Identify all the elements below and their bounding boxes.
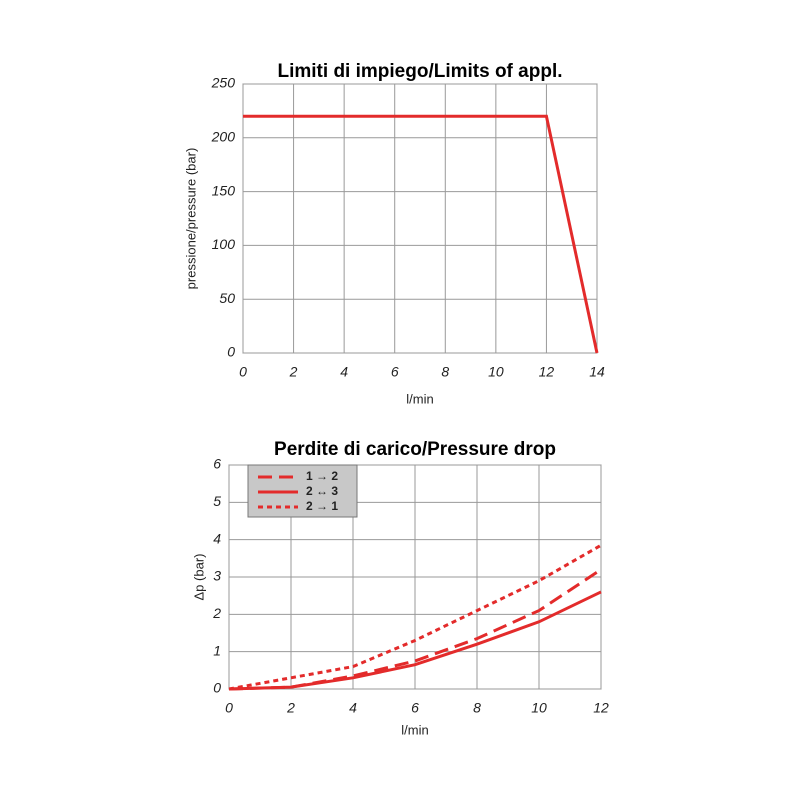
data-line: [228, 543, 602, 691]
x-tick-label: 6: [411, 700, 419, 716]
y-axis-label: pressione/pressure (bar): [183, 148, 198, 290]
data-line: [228, 590, 602, 691]
x-tick-label: 4: [340, 364, 348, 380]
chart-title: Limiti di impiego/Limits of appl.: [278, 61, 563, 82]
plot-area: [242, 83, 598, 354]
x-axis-label: l/min: [406, 391, 433, 406]
y-axis-label: Δp (bar): [191, 554, 206, 601]
y-tick-label: 4: [213, 530, 221, 546]
x-tick-label: 14: [589, 364, 605, 380]
legend-label: 2 ↔ 3: [306, 484, 338, 498]
legend: 1 → 22 ↔ 32 → 1: [247, 464, 358, 518]
y-tick-label: 6: [213, 456, 221, 472]
x-tick-label: 12: [593, 700, 609, 716]
x-tick-label: 10: [488, 364, 504, 380]
data-line: [228, 568, 602, 691]
y-tick-label: 250: [211, 75, 236, 91]
x-tick-label: 8: [441, 364, 449, 380]
x-tick-label: 12: [539, 364, 555, 380]
y-tick-label: 100: [212, 236, 236, 252]
y-tick-label: 0: [227, 344, 235, 360]
x-tick-label: 4: [349, 700, 357, 716]
y-tick-label: 1: [213, 642, 221, 658]
y-tick-label: 5: [213, 493, 221, 509]
x-tick-label: 10: [531, 700, 547, 716]
legend-label: 1 → 2: [306, 469, 338, 483]
y-tick-label: 50: [219, 290, 235, 306]
x-tick-label: 6: [391, 364, 399, 380]
y-tick-label: 200: [211, 129, 236, 145]
chart-title: Perdite di carico/Pressure drop: [274, 439, 556, 460]
x-tick-label: 2: [286, 700, 295, 716]
legend-label: 2 → 1: [306, 499, 338, 513]
x-tick-label: 2: [289, 364, 298, 380]
y-tick-label: 3: [213, 568, 221, 584]
x-tick-label: 8: [473, 700, 481, 716]
y-tick-label: 150: [212, 182, 236, 198]
y-tick-label: 2: [212, 605, 221, 621]
x-tick-label: 0: [225, 700, 233, 716]
x-tick-label: 0: [239, 364, 247, 380]
y-tick-label: 0: [213, 680, 221, 696]
x-axis-label: l/min: [401, 722, 428, 737]
data-line: [243, 114, 599, 354]
legend-box: [247, 464, 358, 518]
